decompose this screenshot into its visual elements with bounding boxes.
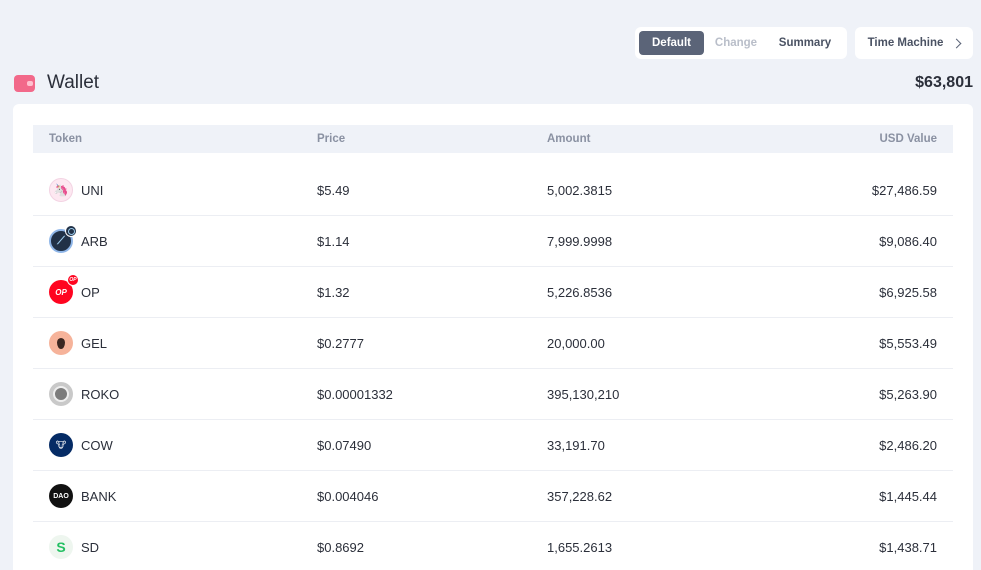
wallet-total: $63,801 [915,74,973,91]
token-amount: 357,228.62 [547,488,613,504]
token-amount: 20,000.00 [547,335,605,351]
token-price: $0.004046 [317,488,379,504]
stader-icon: S [49,535,73,559]
column-header-amount[interactable]: Amount [547,133,591,145]
table-row[interactable]: DAO BANK $0.004046 357,228.62 $1,445.44 [33,471,953,522]
token-amount: 5,226.8536 [547,284,613,300]
view-toggle: Default Change Summary [635,27,847,59]
chain-badge-icon: OP [67,274,79,286]
token-price: $0.2777 [317,335,364,351]
token-price: $1.14 [317,233,350,249]
column-header-usd-value[interactable]: USD Value [879,133,937,145]
token-symbol: GEL [81,335,108,351]
table-row[interactable]: GEL $0.2777 20,000.00 $5,553.49 [33,318,953,369]
time-machine-label: Time Machine [867,37,944,49]
token-usd-value: $2,486.20 [879,437,937,453]
token-amount: 1,655.2613 [547,539,613,555]
token-usd-value: $27,486.59 [871,182,937,198]
token-price: $0.8692 [317,539,364,555]
token-table-card: Token Price Amount USD Value 🦄 UNI $5.49 … [13,104,973,570]
token-symbol: BANK [81,488,117,504]
table-row[interactable]: 🦄 UNI $5.49 5,002.3815 $27,486.59 [33,165,953,216]
token-amount: 33,191.70 [547,437,605,453]
table-row[interactable]: ⟋ ARB $1.14 7,999.9998 $9,086.40 [33,216,953,267]
token-symbol: OP [81,284,100,300]
table-row[interactable]: 🐮 COW $0.07490 33,191.70 $2,486.20 [33,420,953,471]
optimism-icon: OP OP [49,274,79,304]
token-usd-value: $5,553.49 [879,335,937,351]
token-usd-value: $9,086.40 [879,233,937,249]
wallet-icon [14,74,35,92]
top-controls: Default Change Summary Time Machine [635,27,973,59]
column-header-price[interactable]: Price [317,133,346,145]
table-row[interactable]: OP OP OP $1.32 5,226.8536 $6,925.58 [33,267,953,318]
token-amount: 7,999.9998 [547,233,613,249]
token-amount: 395,130,210 [547,386,620,402]
cow-icon: 🐮 [49,433,73,457]
token-symbol: ARB [81,233,108,249]
column-header-token[interactable]: Token [49,133,83,145]
table-row[interactable]: ROKO $0.00001332 395,130,210 $5,263.90 [33,369,953,420]
token-usd-value: $5,263.90 [879,386,937,402]
bankless-dao-icon: DAO [49,484,73,508]
table-row[interactable]: S SD $0.8692 1,655.2613 $1,438.71 [33,522,953,570]
gelato-icon [49,331,73,355]
time-machine-button[interactable]: Time Machine [855,27,973,59]
token-amount: 5,002.3815 [547,182,613,198]
arbitrum-icon: ⟋ [49,225,77,253]
token-symbol: COW [81,437,113,453]
roko-icon [49,382,73,406]
token-symbol: UNI [81,182,104,198]
chain-badge-icon [65,225,77,237]
token-usd-value: $6,925.58 [879,284,937,300]
wallet-header: Wallet $63,801 [14,70,973,96]
table-header: Token Price Amount USD Value [33,125,953,153]
page-title: Wallet [47,72,100,93]
change-view-button[interactable]: Change [714,37,758,49]
token-usd-value: $1,445.44 [879,488,937,504]
default-view-button[interactable]: Default [639,31,704,55]
token-price: $5.49 [317,182,350,198]
token-usd-value: $1,438.71 [879,539,937,555]
token-price: $1.32 [317,284,350,300]
token-price: $0.00001332 [317,386,393,402]
token-symbol: SD [81,539,100,555]
chevron-right-icon [951,38,962,48]
summary-view-button[interactable]: Summary [778,37,832,49]
token-symbol: ROKO [81,386,120,402]
token-price: $0.07490 [317,437,372,453]
token-rows: 🦄 UNI $5.49 5,002.3815 $27,486.59 ⟋ ARB $1… [33,165,953,570]
uniswap-icon: 🦄 [49,178,73,202]
